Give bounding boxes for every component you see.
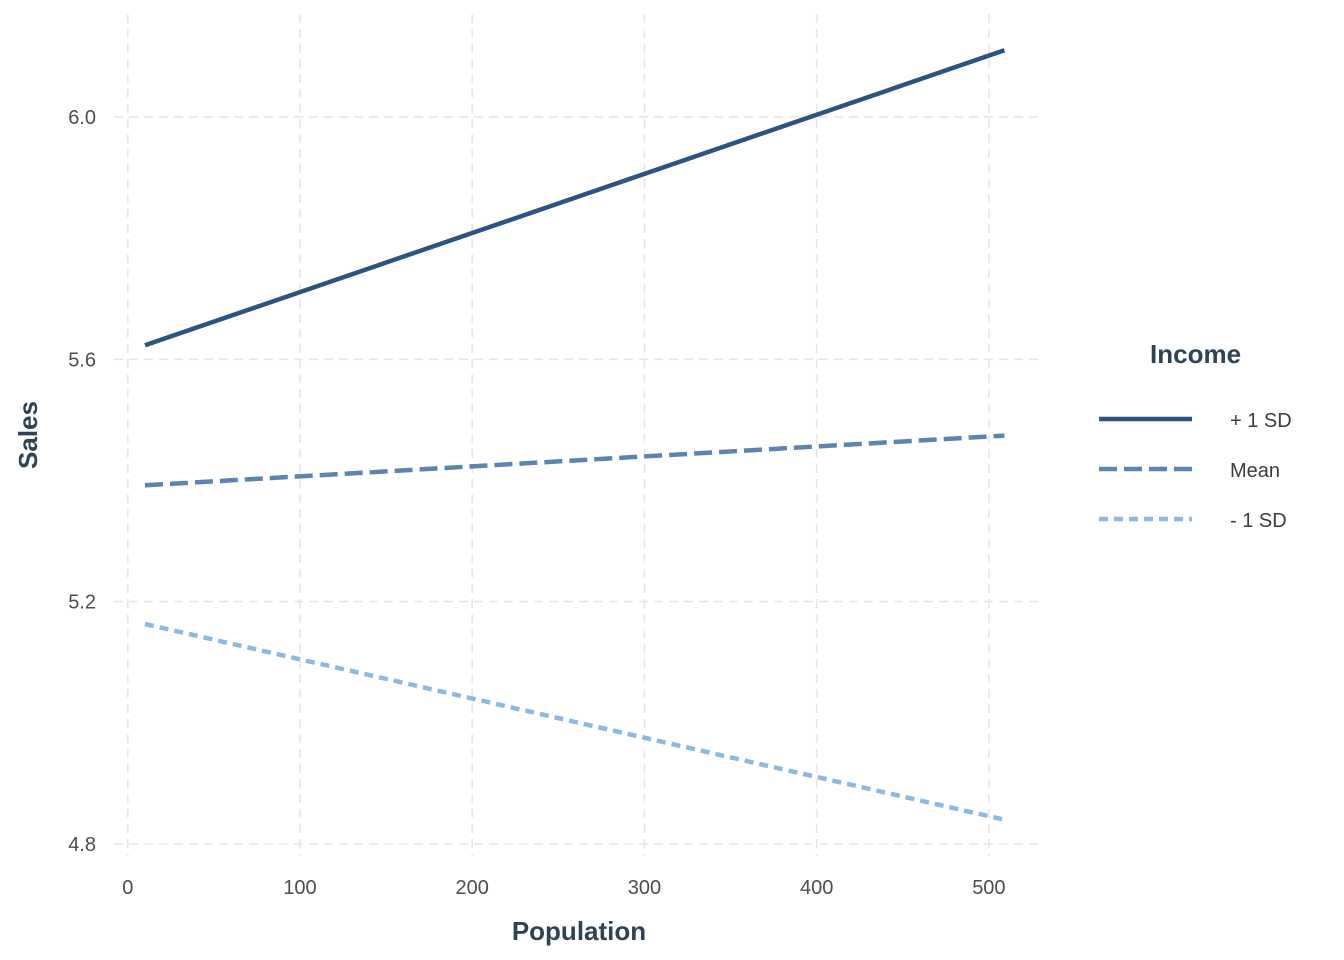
x-axis-title: Population — [512, 916, 646, 946]
x-tick-label: 0 — [122, 877, 133, 899]
y-axis-ticks: 4.8 5.2 5.6 6.0 — [68, 107, 96, 856]
legend-label: - 1 SD — [1230, 510, 1287, 532]
y-tick-label: 4.8 — [68, 834, 96, 856]
series-line — [144, 621, 1005, 822]
series-lines — [144, 48, 1006, 822]
x-tick-label: 400 — [800, 877, 833, 899]
x-tick-label: 500 — [972, 877, 1005, 899]
legend-label: + 1 SD — [1230, 410, 1292, 432]
legend: Income + 1 SD Mean - 1 SD — [1099, 339, 1292, 532]
grid — [114, 14, 1044, 856]
y-tick-label: 5.2 — [68, 592, 96, 614]
legend-items: + 1 SD Mean - 1 SD — [1099, 410, 1292, 532]
y-tick-label: 5.6 — [68, 349, 96, 371]
x-tick-label: 300 — [628, 877, 661, 899]
series-line — [144, 48, 1006, 348]
legend-title: Income — [1150, 339, 1241, 369]
y-axis-title: Sales — [13, 401, 43, 469]
legend-label: Mean — [1230, 460, 1280, 482]
series-line — [144, 433, 1005, 488]
x-tick-label: 100 — [283, 877, 316, 899]
y-tick-label: 6.0 — [68, 107, 96, 129]
x-axis-ticks: 0 100 200 300 400 500 — [122, 877, 1005, 899]
x-tick-label: 200 — [456, 877, 489, 899]
